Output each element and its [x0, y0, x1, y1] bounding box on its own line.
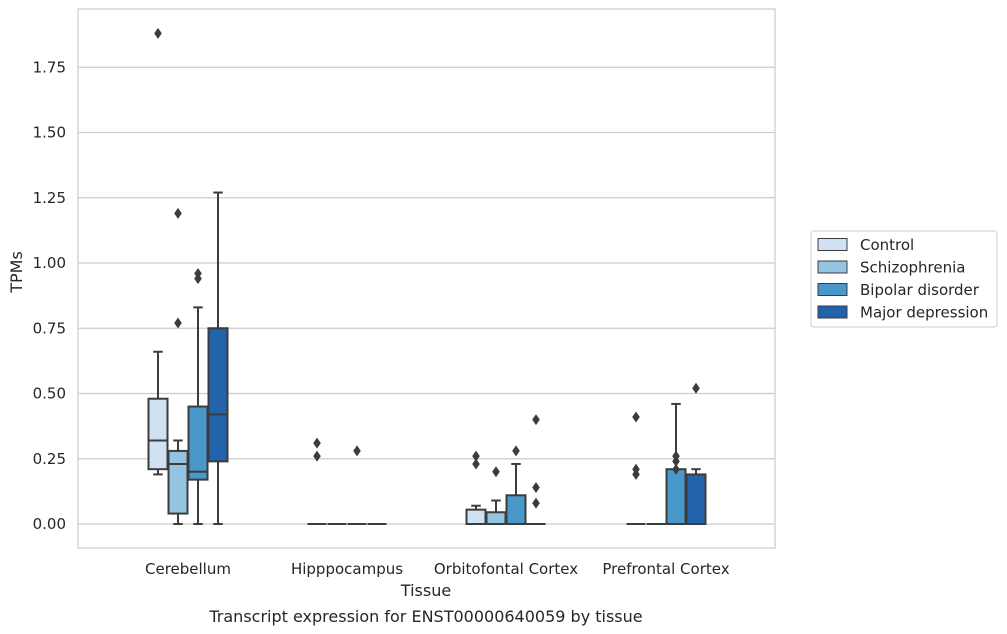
outlier-marker	[492, 466, 500, 478]
box-body	[187, 405, 209, 481]
outlier-marker	[154, 27, 162, 39]
outlier-marker	[672, 463, 680, 475]
box-element	[307, 437, 327, 525]
outlier-marker	[313, 450, 321, 462]
legend-label: Control	[860, 236, 914, 254]
outlier-marker	[632, 463, 640, 475]
legend-label: Schizophrenia	[860, 259, 965, 277]
outlier-marker	[194, 267, 202, 279]
outlier-marker	[313, 437, 321, 449]
box-body	[147, 397, 169, 471]
legend-swatch	[817, 238, 848, 251]
box-element	[626, 411, 646, 525]
legend-swatch	[817, 305, 848, 319]
y-tick-label: 0.25	[33, 450, 66, 468]
box-element	[147, 27, 169, 476]
outlier-marker	[532, 414, 540, 426]
x-tick-label: Hipppocampus	[291, 560, 403, 578]
x-tick-label: Orbitofontal Cortex	[434, 560, 578, 578]
y-tick-label: 0.50	[33, 385, 66, 403]
box-body	[167, 449, 189, 515]
box-body	[665, 468, 687, 526]
x-tick-label: Cerebellum	[145, 560, 231, 578]
box-element	[665, 402, 687, 526]
box-element	[485, 466, 507, 526]
box-element	[505, 445, 527, 526]
outlier-marker	[512, 445, 520, 457]
legend-frame	[810, 230, 998, 328]
legend-swatch	[817, 283, 848, 296]
outlier-marker	[692, 382, 700, 394]
outlier-marker	[472, 458, 480, 470]
box-element	[465, 450, 487, 525]
box-element	[347, 445, 367, 525]
x-axis-title: Tissue	[400, 581, 451, 600]
outlier-marker	[472, 450, 480, 462]
outlier-marker	[353, 445, 361, 457]
box-body	[485, 511, 507, 526]
chart-caption: Transcript expression for ENST0000064005…	[208, 607, 642, 626]
legend-label: Major depression	[860, 304, 988, 322]
y-tick-label: 1.75	[33, 58, 66, 76]
x-tick-labels: Cerebellum Hipppocampus Orbitofontal Corte…	[145, 560, 730, 578]
box-element	[187, 267, 209, 525]
box-element	[685, 382, 707, 526]
plot-boxes	[147, 27, 707, 526]
outlier-marker	[672, 450, 680, 462]
y-tick-label: 0.75	[33, 319, 66, 337]
box-element	[526, 414, 546, 525]
box-body	[685, 473, 707, 526]
outlier-marker	[174, 317, 182, 329]
outlier-marker	[532, 497, 540, 509]
legend: Control Schizophrenia Bipolar disorder Majo…	[810, 230, 998, 328]
outlier-marker	[632, 411, 640, 423]
y-tick-label: 0.00	[33, 515, 66, 533]
x-tick-label: Prefrontal Cortex	[602, 560, 729, 578]
legend-swatch	[817, 260, 848, 274]
y-tick-label: 1.25	[33, 189, 66, 207]
box-body	[207, 327, 229, 463]
y-tick-label: 1.50	[33, 124, 66, 142]
y-axis-title: TPMs	[7, 251, 26, 294]
y-tick-labels: 0.00 0.25 0.50 0.75 1.00 1.25 1.50 1.75	[33, 58, 66, 533]
box-body	[465, 508, 487, 525]
outlier-marker	[532, 481, 540, 493]
box-element	[207, 191, 229, 525]
outlier-marker	[174, 207, 182, 219]
box-element	[167, 207, 189, 525]
legend-label: Bipolar disorder	[860, 281, 980, 299]
plot-frame	[77, 8, 776, 549]
y-tick-label: 1.00	[33, 254, 66, 272]
box-body	[505, 494, 527, 526]
